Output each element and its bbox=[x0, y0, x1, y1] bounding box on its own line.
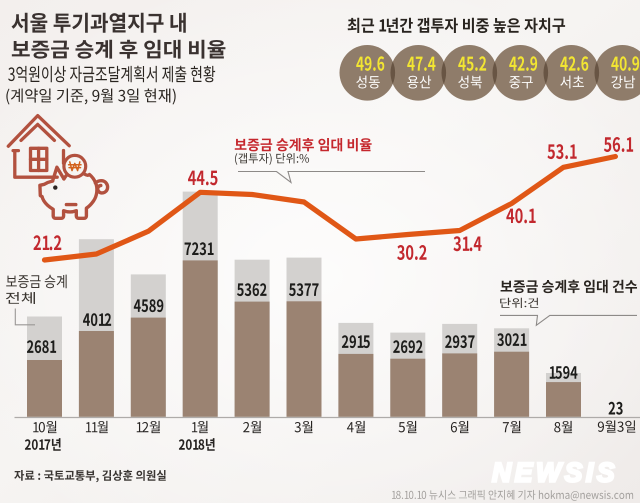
svg-text:NEWSIS: NEWSIS bbox=[492, 458, 618, 488]
